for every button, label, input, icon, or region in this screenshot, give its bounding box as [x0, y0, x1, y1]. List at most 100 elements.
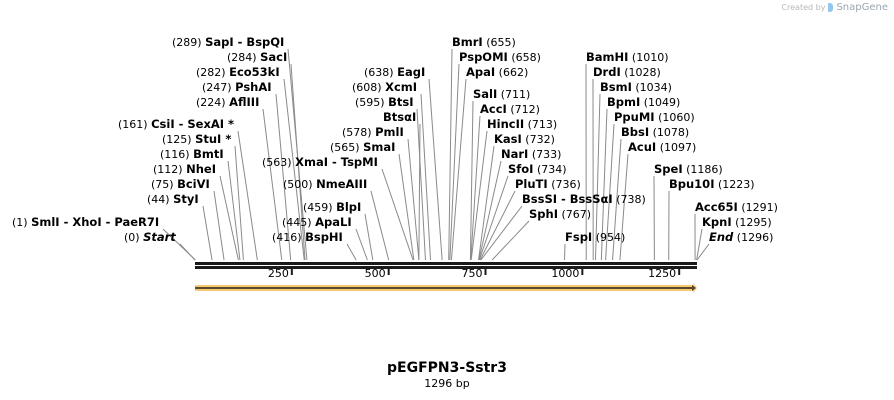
enzyme-label[interactable]: (284) SacI: [227, 51, 287, 65]
enzyme-name: ApaI: [466, 65, 496, 79]
enzyme-label[interactable]: SphI (767): [529, 208, 591, 222]
enzyme-name: End: [709, 230, 734, 244]
enzyme-label[interactable]: SpeI (1186): [654, 162, 723, 177]
cut-position: (655): [486, 36, 516, 49]
enzyme-label[interactable]: (638) EagI: [364, 65, 426, 80]
enzyme-label[interactable]: PluTI (736): [515, 178, 581, 192]
enzyme-label[interactable]: (608) XcmI: [352, 80, 418, 95]
enzyme-label[interactable]: (116) BmtI: [160, 148, 224, 162]
enzyme-label[interactable]: BssSI - BssSαI (738): [522, 192, 646, 207]
enzyme-label[interactable]: BsmI (1034): [600, 81, 672, 95]
dna-strand-bottom: [195, 266, 697, 269]
cut-position: (738): [616, 193, 646, 206]
enzyme-name: EagI: [397, 65, 426, 79]
cut-site-line: [595, 93, 601, 261]
enzyme-label[interactable]: AccI (712): [480, 103, 540, 117]
enzyme-name: BtsI: [388, 95, 414, 109]
enzyme-label[interactable]: (1) SmlI - XhoI - PaeR7I: [12, 215, 160, 230]
enzyme-label[interactable]: BamHI (1010): [586, 51, 669, 65]
cut-position: (565): [330, 141, 360, 154]
cut-position: (459): [303, 201, 333, 214]
cut-site-line: [600, 108, 608, 261]
enzyme-name: BssSI - BssSαI: [522, 192, 613, 206]
cut-position: (1097): [659, 141, 697, 154]
enzyme-label[interactable]: (44) StyI: [147, 192, 199, 207]
enzyme-label[interactable]: (565) SmaI: [330, 140, 396, 155]
enzyme-label[interactable]: (595) BtsI: [355, 95, 414, 110]
enzyme-label[interactable]: (500) NmeAIII: [283, 177, 368, 192]
cut-site-line: [478, 160, 502, 261]
enzyme-name: XmaI - TspMI: [295, 155, 378, 169]
enzyme-name: PshAI: [235, 80, 272, 94]
enzyme-label[interactable]: AcuI (1097): [628, 141, 697, 155]
enzyme-label[interactable]: HincII (713): [487, 118, 557, 132]
cut-position: (662): [498, 66, 529, 79]
enzyme-label[interactable]: (125) StuI *: [162, 133, 231, 147]
enzyme-label[interactable]: KpnI (1295): [702, 216, 772, 230]
enzyme-label[interactable]: (75) BciVI: [151, 178, 210, 192]
cut-position: (1078): [652, 126, 690, 139]
enzyme-name: StyI: [173, 192, 199, 206]
cut-site-line: [478, 145, 495, 261]
cut-site-line: [237, 130, 258, 261]
ruler-tick-label: 500: [364, 267, 386, 280]
enzyme-label[interactable]: (224) AflIII: [196, 95, 260, 110]
enzyme-name: BtsαI: [383, 110, 417, 124]
enzyme-label[interactable]: PspOMI (658): [459, 51, 541, 65]
cut-site-line: [605, 123, 615, 261]
enzyme-name: NmeAIII: [316, 177, 368, 191]
cut-site-line: [491, 220, 530, 261]
enzyme-label[interactable]: SalI (711): [473, 88, 530, 102]
cut-position: (578): [342, 126, 372, 139]
enzyme-label[interactable]: (289) SapI - BspQI: [172, 36, 284, 50]
enzyme-name: BmrI: [452, 35, 483, 49]
enzyme-label[interactable]: BbsI (1078): [621, 126, 690, 140]
enzyme-label[interactable]: End (1296): [709, 230, 773, 245]
enzyme-name: SmlI - XhoI - PaeR7I: [31, 215, 160, 229]
enzyme-label[interactable]: (416) BspHI: [272, 231, 343, 245]
enzyme-label[interactable]: BtsαI: [383, 111, 416, 124]
enzyme-label[interactable]: (445) ApaLI: [282, 216, 352, 230]
ruler-tick-label: 750: [461, 267, 483, 280]
cut-position: (44): [147, 193, 170, 206]
enzyme-name: SmaI: [363, 140, 396, 154]
enzyme-label[interactable]: BpmI (1049): [607, 96, 680, 110]
enzyme-label[interactable]: BmrI (655): [452, 35, 516, 50]
enzyme-name: Bpu10I: [669, 177, 715, 191]
enzyme-name: DrdI: [593, 65, 621, 79]
enzyme-label[interactable]: KasI (732): [494, 133, 555, 147]
cut-site-line: [234, 145, 244, 261]
cut-site-line: [364, 213, 374, 261]
cut-position: (1010): [631, 51, 669, 64]
enzyme-label[interactable]: Acc65I (1291): [695, 201, 778, 215]
enzyme-label[interactable]: Bpu10I (1223): [669, 177, 755, 192]
enzyme-name: PpuMI: [614, 110, 655, 124]
cut-position: (1291): [741, 201, 778, 214]
enzyme-label[interactable]: ApaI (662): [466, 65, 529, 80]
enzyme-label[interactable]: PpuMI (1060): [614, 110, 695, 125]
cut-site-line: [213, 190, 225, 261]
enzyme-label[interactable]: (247) PshAI: [202, 80, 272, 95]
cut-position: (284): [227, 51, 257, 64]
enzyme-label[interactable]: NarI (733): [501, 148, 561, 162]
enzyme-name: SpeI: [654, 162, 683, 176]
enzyme-label[interactable]: (563) XmaI - TspMI: [262, 155, 378, 170]
enzyme-label[interactable]: (282) Eco53kI: [196, 66, 280, 80]
enzyme-label[interactable]: FspI (954): [565, 231, 625, 245]
enzyme-label[interactable]: SfoI (734): [508, 163, 567, 177]
enzyme-name: XcmI: [385, 80, 418, 94]
ruler-tick-mark: [290, 269, 293, 275]
enzyme-label[interactable]: (112) NheI: [153, 163, 216, 177]
cut-position: (500): [283, 178, 313, 191]
cut-site-line: [346, 243, 357, 261]
enzyme-label[interactable]: (0) Start: [124, 231, 176, 245]
enzyme-name: AflIII: [229, 95, 260, 109]
enzyme-label[interactable]: (459) BlpI: [303, 201, 361, 215]
cut-position: (416): [272, 231, 302, 244]
enzyme-label[interactable]: DrdI (1028): [593, 65, 661, 80]
sequence-length: 1296 bp: [424, 377, 470, 390]
enzyme-label[interactable]: (161) CsiI - SexAI *: [118, 118, 234, 132]
cut-position: (712): [510, 103, 540, 116]
cut-site-line: [283, 78, 305, 261]
enzyme-label[interactable]: (578) PmlI: [342, 126, 404, 140]
